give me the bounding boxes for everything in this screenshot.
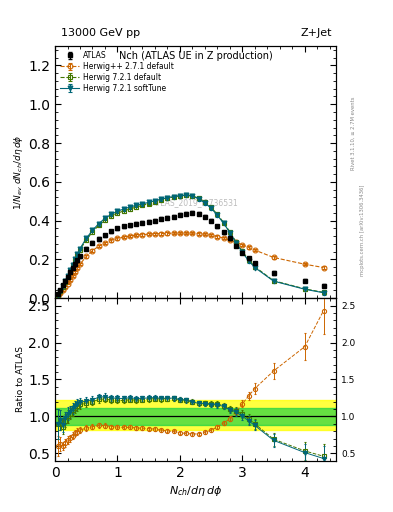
Text: mcplots.cern.ch [arXiv:1306.3436]: mcplots.cern.ch [arXiv:1306.3436] bbox=[360, 185, 365, 276]
Text: ATLAS_2019_I1736531: ATLAS_2019_I1736531 bbox=[152, 198, 239, 207]
Y-axis label: Ratio to ATLAS: Ratio to ATLAS bbox=[17, 347, 26, 413]
Text: Z+Jet: Z+Jet bbox=[301, 28, 332, 38]
Y-axis label: $1/N_{ev}$ $dN_{ch}/d\eta\,d\phi$: $1/N_{ev}$ $dN_{ch}/d\eta\,d\phi$ bbox=[13, 134, 26, 210]
Text: 13000 GeV pp: 13000 GeV pp bbox=[61, 28, 140, 38]
Text: Rivet 3.1.10, ≥ 2.7M events: Rivet 3.1.10, ≥ 2.7M events bbox=[351, 96, 356, 170]
Text: Nch (ATLAS UE in Z production): Nch (ATLAS UE in Z production) bbox=[119, 51, 272, 61]
Legend: ATLAS, Herwig++ 2.7.1 default, Herwig 7.2.1 default, Herwig 7.2.1 softTune: ATLAS, Herwig++ 2.7.1 default, Herwig 7.… bbox=[59, 50, 175, 95]
X-axis label: $N_{ch}/d\eta\,d\phi$: $N_{ch}/d\eta\,d\phi$ bbox=[169, 484, 222, 498]
